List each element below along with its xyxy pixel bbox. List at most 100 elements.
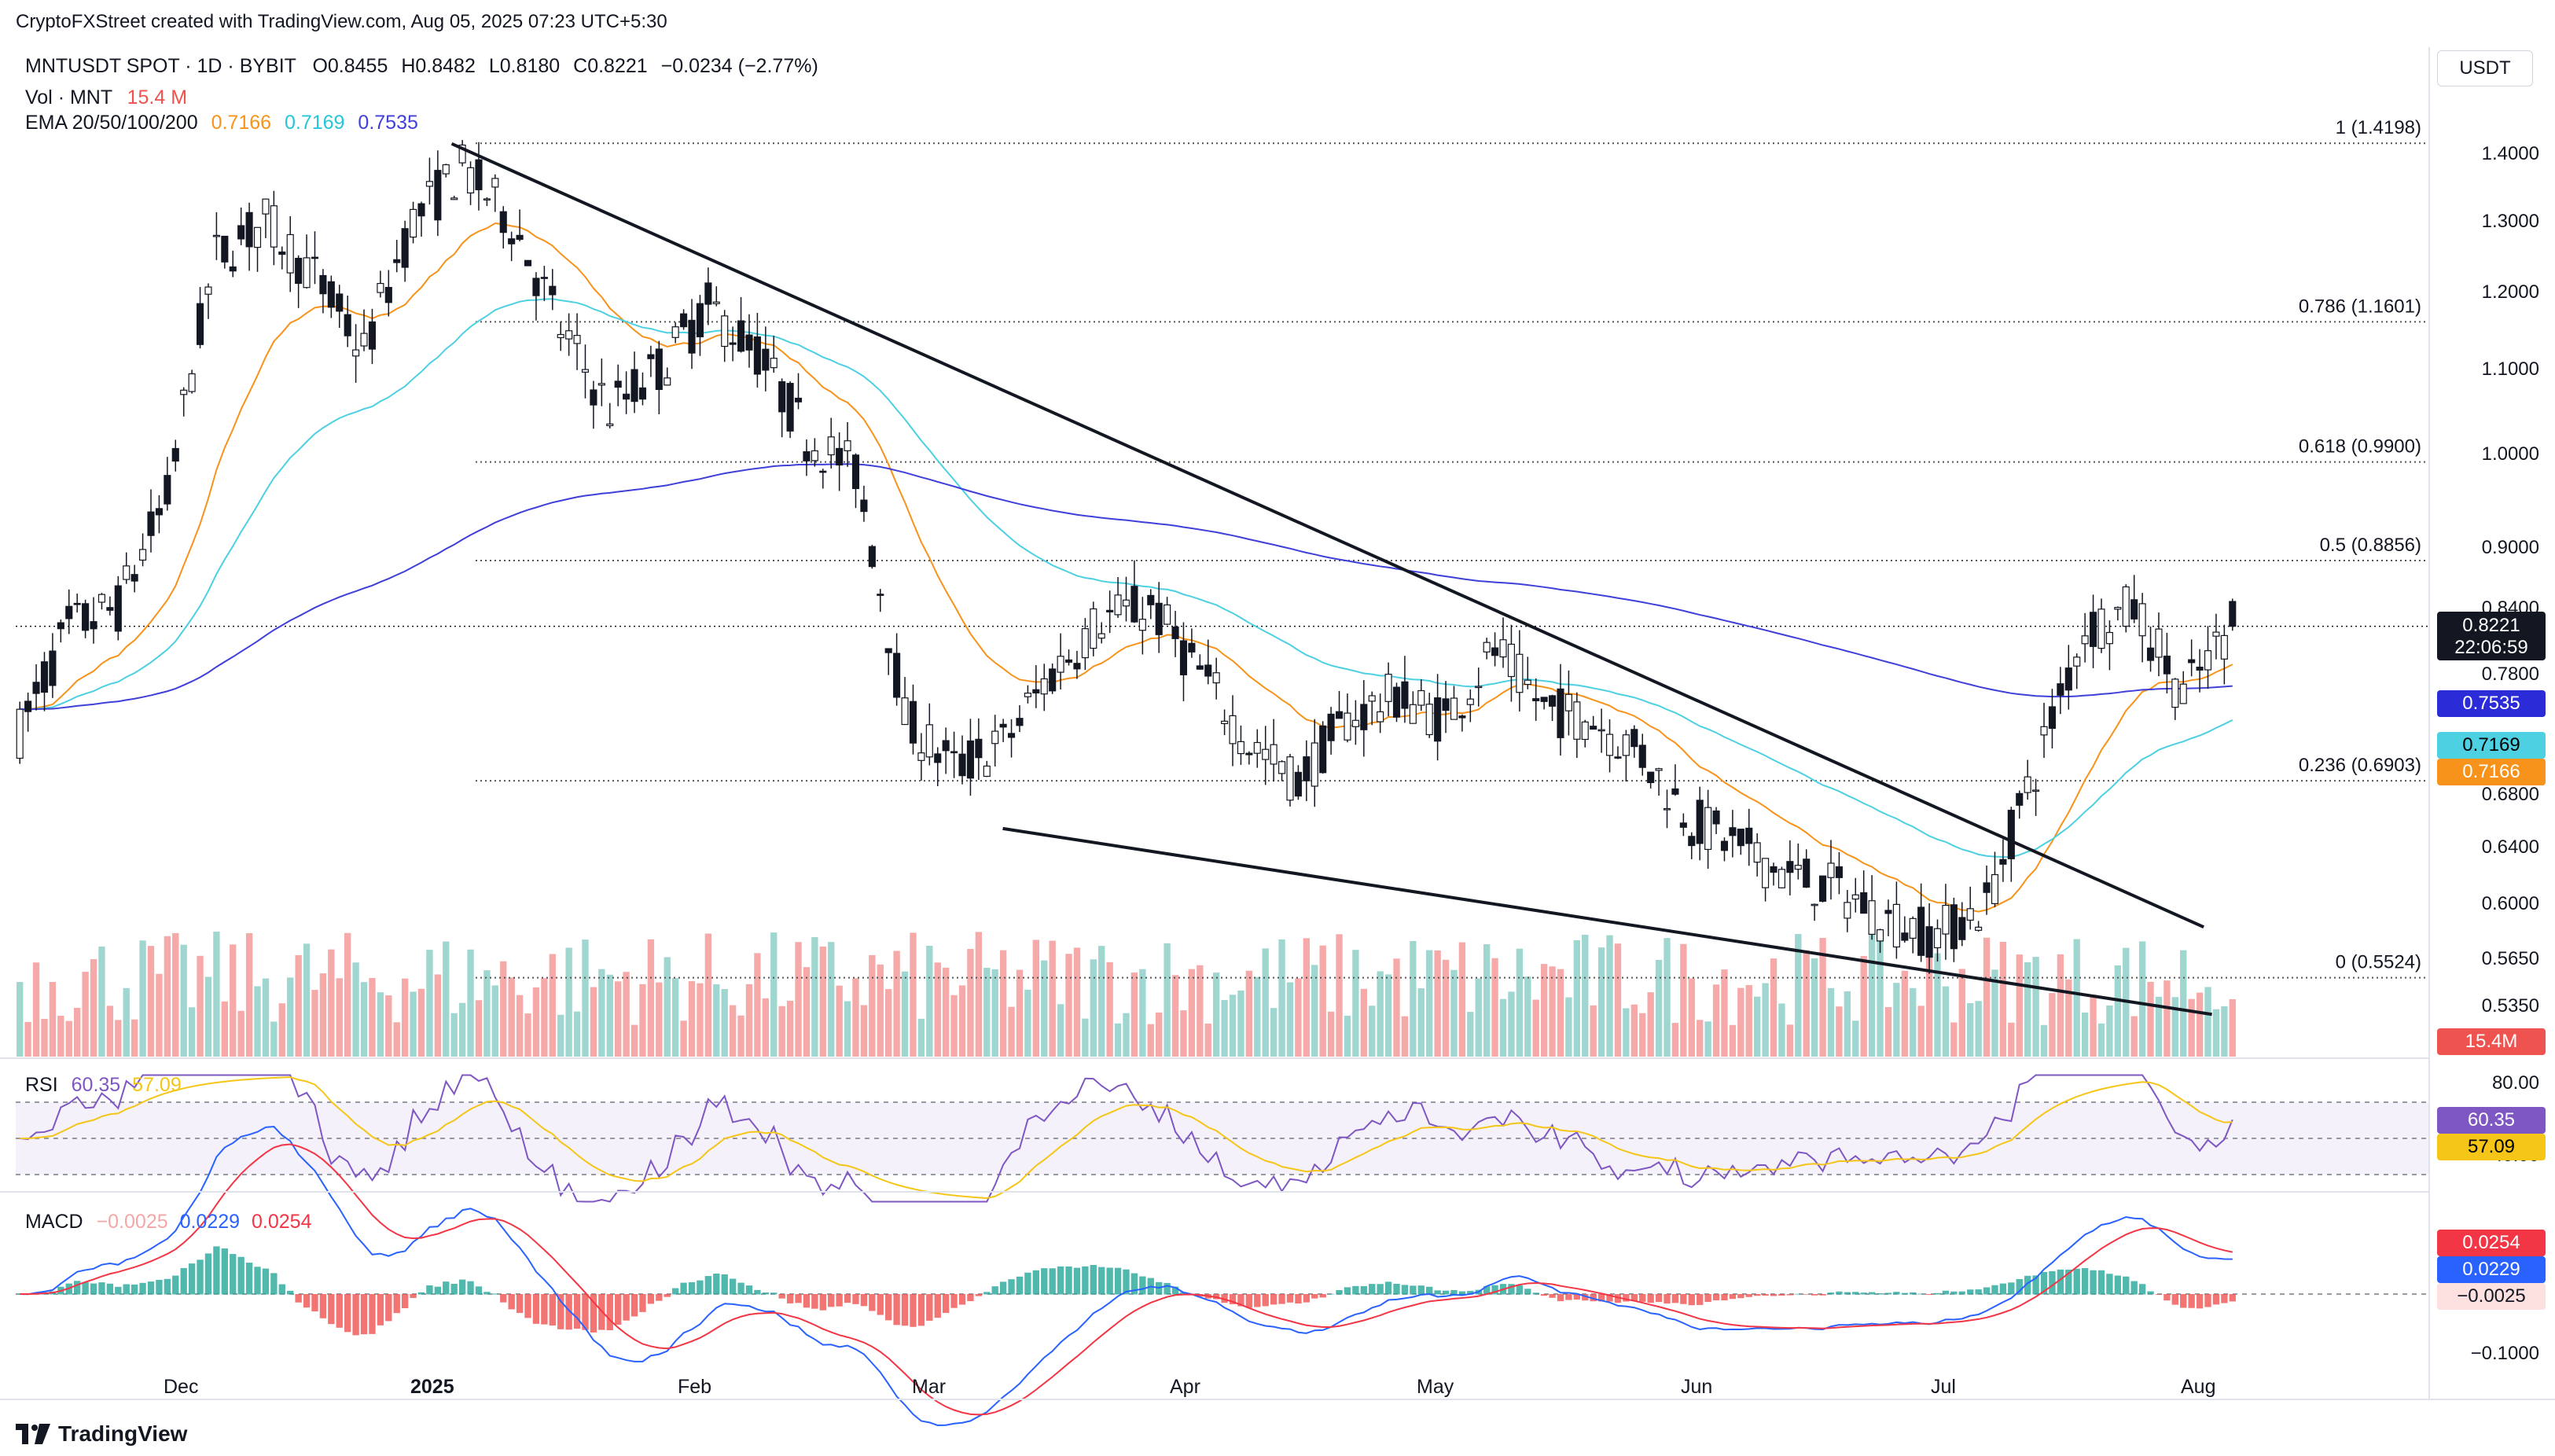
macd-hist-bar: [1942, 1290, 1950, 1295]
candle-body: [491, 178, 499, 188]
candle-body: [2146, 647, 2155, 661]
volume-bar: [1130, 973, 1138, 1057]
rsi-legend[interactable]: RSI 60.35 57.09: [25, 1074, 182, 1097]
candle-body: [909, 700, 917, 744]
volume-bar: [2090, 995, 2097, 1057]
macd-hist-bar: [1139, 1276, 1146, 1295]
volume-bar: [65, 1020, 72, 1057]
volume-bar: [770, 932, 778, 1057]
macd-hist-bar: [1508, 1284, 1515, 1295]
candle-body: [1344, 712, 1351, 741]
macd-hist-bar: [336, 1294, 343, 1328]
time-axis-label: May: [1417, 1376, 1454, 1398]
candle-body: [671, 326, 679, 338]
volume-bar: [1795, 934, 1802, 1057]
volume-bar: [1573, 939, 1581, 1057]
candle-body: [2081, 635, 2089, 645]
time-axis-label: 2025: [410, 1376, 454, 1398]
volume-bar: [57, 1015, 64, 1057]
macd-hist-bar: [1811, 1294, 1818, 1296]
volume-bar: [1491, 958, 1498, 1057]
candle-body: [1122, 599, 1130, 607]
candle-body: [114, 585, 122, 632]
macd-hist-bar: [910, 1294, 917, 1327]
volume-bar: [934, 962, 941, 1057]
candle-body: [680, 313, 688, 328]
volume-bar: [450, 1013, 458, 1057]
candle-body: [196, 303, 204, 345]
volume-bar: [582, 939, 589, 1057]
candle-body: [384, 287, 392, 303]
macd-hist-bar: [1786, 1294, 1794, 1296]
volume-bar: [697, 983, 704, 1057]
volume-bar: [41, 1018, 48, 1057]
volume-bar: [1590, 1005, 1597, 1057]
volume-bar: [303, 943, 311, 1057]
volume-legend[interactable]: Vol · MNT 15.4 M: [25, 86, 187, 109]
footer-brand: TradingView: [58, 1421, 188, 1446]
volume-bar: [1197, 965, 1204, 1057]
macd-hist-bar: [1655, 1294, 1663, 1303]
volume-bar: [443, 941, 450, 1057]
macd-hist-bar: [786, 1294, 794, 1303]
macd-hist-bar: [1778, 1294, 1785, 1296]
macd-hist-bar: [713, 1274, 720, 1295]
candle-body: [721, 315, 729, 347]
candle-body: [1983, 882, 1991, 893]
candle-body: [1024, 693, 1031, 697]
candle-body: [1745, 827, 1753, 844]
volume-bar: [1065, 954, 1072, 1057]
macd-hist-bar: [1606, 1294, 1613, 1302]
candle-body: [934, 753, 942, 763]
candle-body: [1557, 688, 1564, 738]
ema100-value: 0.7535: [358, 112, 418, 134]
tradingview-icon: [16, 1424, 50, 1444]
candle-body: [991, 730, 999, 745]
volume-bar: [1204, 1024, 1211, 1057]
macd-hist-bar: [467, 1281, 474, 1295]
macd-hist-bar: [1910, 1292, 1917, 1295]
ema-legend[interactable]: EMA 20/50/100/200 0.7166 0.7169 0.7535: [25, 112, 418, 134]
macd-hist-bar: [1664, 1294, 1671, 1304]
candle-body: [1794, 865, 1802, 870]
macd-hist-bar: [737, 1282, 744, 1295]
macd-legend[interactable]: MACD −0.0025 0.0229 0.0254: [25, 1211, 311, 1234]
candle-body: [417, 203, 425, 217]
candle-body: [638, 387, 647, 400]
candle-body: [1262, 748, 1270, 760]
candle-body: [1614, 756, 1622, 759]
tradingview-logo[interactable]: TradingView: [16, 1421, 187, 1447]
candle-body: [1933, 928, 1942, 949]
candle-body: [1188, 642, 1196, 653]
candle-body: [155, 508, 163, 516]
volume-bar: [1697, 1020, 1704, 1057]
volume-bar: [1999, 941, 2007, 1057]
volume-bar: [1844, 991, 1851, 1057]
volume-bar: [1770, 958, 1777, 1057]
candle-body: [32, 682, 40, 694]
macd-hist-bar: [508, 1294, 515, 1310]
trendlines[interactable]: [450, 142, 2212, 1017]
macd-hist-bar: [934, 1294, 941, 1318]
volume-bar: [2049, 993, 2056, 1057]
volume-bar: [123, 987, 130, 1057]
macd-hist-bar: [1106, 1267, 1113, 1295]
volume-bar: [745, 984, 753, 1057]
currency-button[interactable]: USDT: [2437, 50, 2533, 86]
volume-bar: [254, 986, 261, 1057]
macd-hist-bar: [1557, 1294, 1564, 1302]
candle-body: [1884, 910, 1892, 914]
macd-hist-bar: [1016, 1276, 1024, 1295]
macd-hist-bar: [1319, 1294, 1326, 1298]
time-axis-label: Feb: [678, 1376, 712, 1398]
symbol-line[interactable]: MNTUSDT SPOT · 1D · BYBIT O0.8455 H0.848…: [25, 55, 818, 78]
candle-body: [557, 333, 564, 339]
candle-body: [180, 389, 188, 395]
macd-hist-bar: [98, 1282, 105, 1295]
volume-bar: [1049, 940, 1056, 1057]
macd-hist-bar: [1762, 1294, 1769, 1296]
candle-body: [303, 257, 311, 289]
volume-bar: [2138, 941, 2146, 1057]
macd-hist-bar: [500, 1294, 507, 1303]
